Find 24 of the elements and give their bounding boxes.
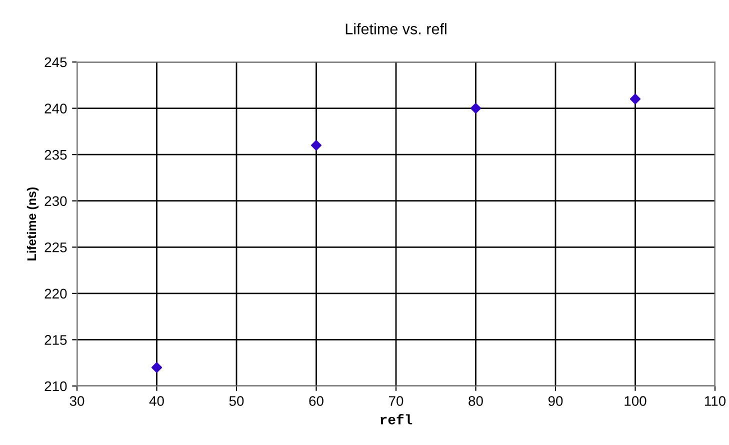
y-tick-label: 245 <box>44 57 67 68</box>
y-tick-label: 210 <box>44 381 67 392</box>
x-tick-label: 50 <box>229 396 244 406</box>
point <box>151 362 162 373</box>
x-tick-label: 30 <box>70 396 84 406</box>
x-axis-title: refl <box>380 414 412 424</box>
x-tick-label: 90 <box>548 396 563 406</box>
point <box>470 102 482 114</box>
x-tick-label: 100 <box>624 396 646 406</box>
x-tick-label: 60 <box>309 396 324 406</box>
y-tick-label: 225 <box>44 242 67 252</box>
x-tick-label: 110 <box>704 396 726 406</box>
y-tick-label: 230 <box>44 196 67 206</box>
y-tick-label: 240 <box>44 104 67 114</box>
point <box>310 140 322 151</box>
chart-title: Lifetime vs. refl <box>346 23 446 34</box>
x-tick-label: 70 <box>388 396 404 406</box>
point <box>630 94 641 104</box>
y-axis-title: Lifetime (ns) <box>26 187 39 260</box>
y-tick-label: 220 <box>44 288 67 299</box>
y-tick-label: 235 <box>44 150 67 160</box>
x-tick-label: 40 <box>149 396 164 406</box>
x-tick-label: 80 <box>468 396 483 406</box>
y-tick-label: 215 <box>44 335 67 345</box>
